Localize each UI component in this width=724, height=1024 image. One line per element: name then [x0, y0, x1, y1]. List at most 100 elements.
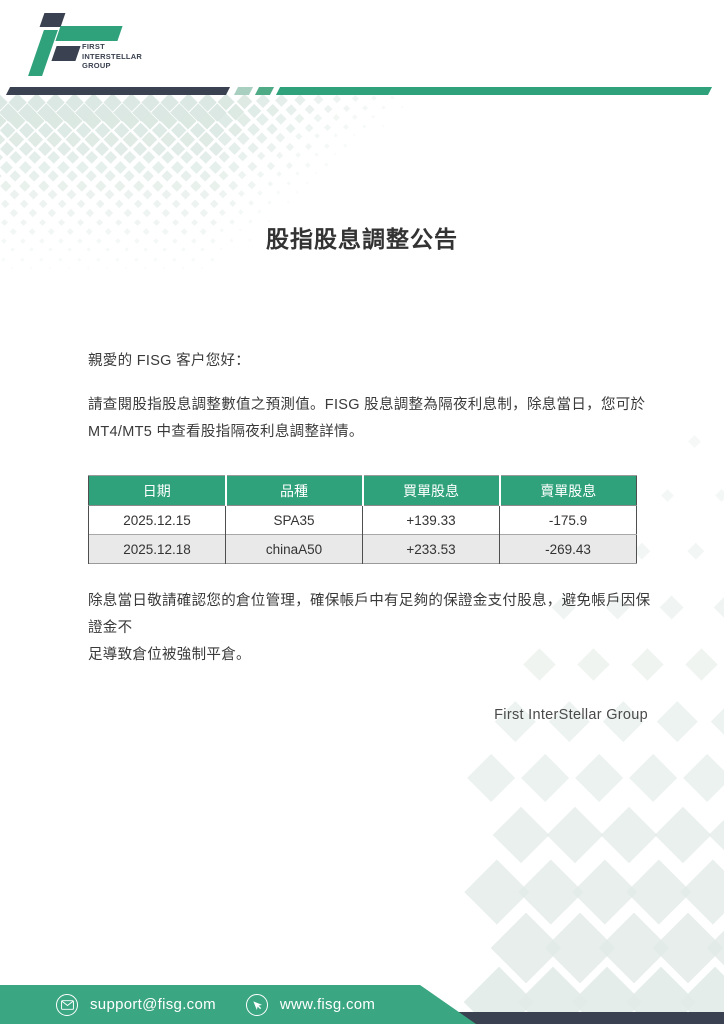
cell-date: 2025.12.15: [88, 505, 226, 535]
diamond-shape: [255, 93, 271, 109]
diamond-shape: [333, 133, 339, 139]
diamond-shape: [142, 151, 156, 165]
diamond-shape: [342, 104, 350, 112]
diamond-shape: [10, 266, 14, 270]
diamond-shape: [208, 160, 222, 174]
diamond-shape: [28, 151, 42, 165]
diamond-shape: [132, 160, 146, 174]
diamond-shape: [276, 171, 282, 177]
diamond-shape: [38, 199, 48, 209]
diamond-shape: [380, 104, 386, 110]
diamond-shape: [180, 189, 191, 200]
diamond-shape: [247, 180, 256, 189]
closing-paragraph: 除息當日敬請確認您的倉位管理，確保帳戶中有足夠的保證金支付股息，避免帳戶因保證金…: [88, 588, 658, 669]
diamond-shape: [123, 170, 135, 182]
diamond-shape: [94, 179, 106, 191]
diamond-shape: [113, 179, 125, 191]
diamond-shape: [361, 104, 368, 111]
footer-website[interactable]: www.fisg.com: [279, 996, 376, 1013]
diamond-shape: [85, 189, 96, 200]
diamond-shape: [708, 806, 724, 864]
diamond-shape: [294, 132, 303, 141]
diamond-shape: [47, 151, 61, 165]
diamond-shape: [67, 266, 71, 270]
diamond-shape: [162, 266, 166, 270]
diamond-shape: [66, 189, 77, 200]
diamond-shape: [313, 113, 322, 122]
diamond-shape: [687, 542, 705, 560]
diamond-shape: [314, 171, 318, 175]
diamond-shape: [18, 179, 30, 191]
diamond-shape: [199, 208, 208, 217]
diamond-shape: [66, 208, 75, 217]
diamond-shape: [227, 160, 239, 172]
diamond-shape: [285, 123, 296, 134]
diamond-shape: [520, 753, 570, 803]
diamond-shape: [285, 161, 293, 169]
logo-text-line1: FIRST: [82, 42, 105, 51]
diamond-shape: [323, 142, 330, 149]
diamond-shape: [113, 160, 127, 174]
diamond-shape: [304, 161, 310, 167]
diamond-shape: [715, 489, 724, 502]
footer-email[interactable]: support@fisg.com: [90, 996, 216, 1013]
diamond-shape: [657, 701, 698, 742]
diamond-shape: [123, 189, 134, 200]
diamond-shape: [323, 104, 333, 114]
diamond-shape: [0, 256, 5, 261]
diamond-shape: [142, 189, 153, 200]
diamond-shape: [9, 170, 21, 182]
diamond-shape: [266, 199, 272, 205]
header-rule: [0, 87, 724, 95]
diamond-shape: [133, 199, 143, 209]
diamond-shape: [105, 266, 109, 270]
diamond-shape: [66, 170, 78, 182]
diamond-shape: [180, 170, 192, 182]
diamond-shape: [28, 189, 39, 200]
diamond-shape: [600, 806, 658, 864]
diamond-shape: [661, 489, 674, 502]
diamond-shape: [199, 170, 211, 182]
diamond-shape: [132, 179, 144, 191]
diamond-shape: [276, 190, 281, 195]
diamond-shape: [295, 171, 300, 176]
intro-line-2: MT4/MT5 中查看股指隔夜利息調整詳情。: [88, 424, 364, 440]
diamond-shape: [352, 133, 356, 137]
page-title: 股指股息調整公告: [266, 226, 458, 253]
diamond-shape: [143, 266, 147, 270]
diamond-shape: [333, 152, 337, 156]
diamond-shape: [142, 208, 151, 217]
diamond-shape: [265, 122, 278, 135]
diamond-shape: [390, 95, 395, 100]
diamond-shape: [314, 152, 319, 157]
diamond-shape: [0, 199, 10, 209]
diamond-shape: [323, 123, 331, 131]
diamond-shape: [0, 179, 11, 191]
diamond-shape: [9, 189, 20, 200]
cell-buy: +233.53: [362, 534, 500, 564]
diamond-shape: [161, 208, 170, 217]
intro-line-1: 請查閱股指股息調整數值之預測值。FISG 股息調整為隔夜利息制，除息當日，您可於: [88, 397, 646, 413]
cursor-icon: [245, 993, 268, 1016]
diamond-shape: [381, 124, 384, 127]
diamond-shape: [85, 208, 94, 217]
diamond-shape: [275, 132, 285, 142]
diamond-shape: [161, 170, 173, 182]
diamond-shape: [218, 170, 229, 181]
dividend-table: 日期 品種 買單股息 賣單股息 2025.12.15 SPA35 +139.33…: [88, 475, 637, 564]
cell-symbol: SPA35: [225, 505, 363, 535]
diamond-shape: [123, 208, 132, 217]
diamond-shape: [275, 113, 287, 125]
diamond-shape: [85, 151, 99, 165]
diamond-shape: [189, 179, 201, 191]
diamond-shape: [303, 103, 315, 115]
diamond-shape: [466, 753, 516, 803]
greeting-text: 親愛的 FISG 客户您好：: [88, 353, 251, 369]
diamond-shape: [659, 595, 684, 620]
diamond-shape: [237, 132, 250, 145]
diamond-shape: [546, 806, 604, 864]
diamond-shape: [284, 103, 297, 116]
diamond-shape: [124, 266, 128, 270]
diamond-shape: [256, 113, 269, 126]
diamond-shape: [19, 256, 24, 261]
